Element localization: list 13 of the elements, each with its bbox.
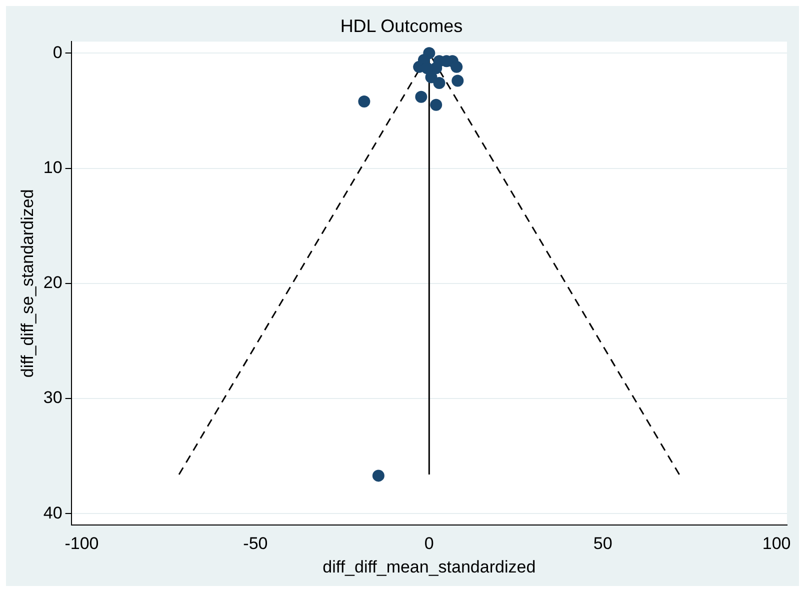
y-tick-label: 30 bbox=[43, 388, 62, 408]
y-tick-label: 0 bbox=[52, 42, 62, 62]
chart-title: HDL Outcomes bbox=[340, 16, 463, 36]
y-tick-label: 10 bbox=[43, 158, 62, 177]
y-axis-title: diff_diff_se_standardized bbox=[18, 189, 37, 378]
x-tick-label: -100 bbox=[64, 534, 99, 554]
x-tick-label: 0 bbox=[424, 534, 434, 554]
x-tick-label: 50 bbox=[593, 534, 612, 554]
x-axis-title: diff_diff_mean_standardized bbox=[322, 557, 536, 576]
x-tick-label: -50 bbox=[243, 534, 268, 554]
y-tick-label: 20 bbox=[43, 273, 62, 292]
y-tick-label: 40 bbox=[43, 503, 62, 522]
x-tick-label: 100 bbox=[762, 534, 791, 554]
